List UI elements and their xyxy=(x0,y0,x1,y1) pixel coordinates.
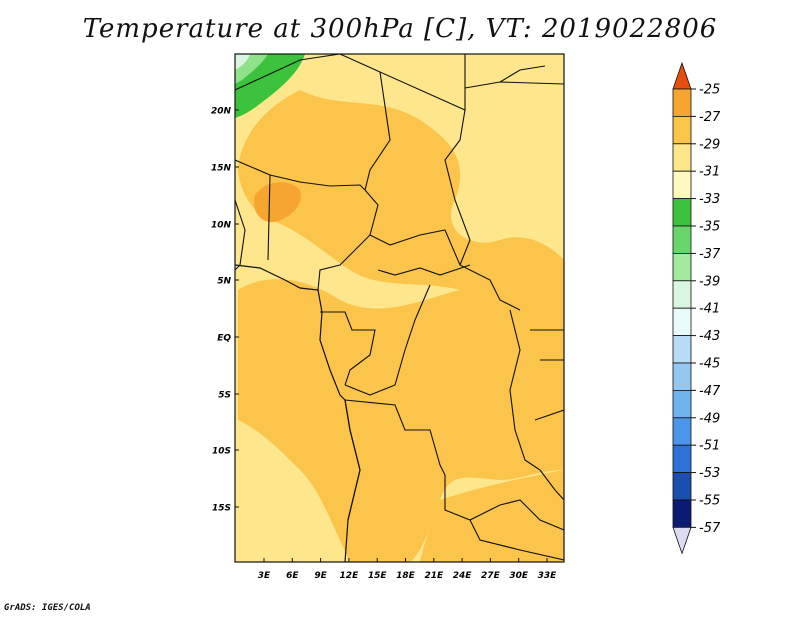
colorbar-label: -33 xyxy=(699,192,720,207)
chart-title: Temperature at 300hPa [C], VT: 201902280… xyxy=(82,14,718,44)
lon-label: 18E xyxy=(396,571,416,581)
colorbar-label: -41 xyxy=(699,302,720,317)
colorbar-label: -29 xyxy=(699,137,720,152)
colorbar-label: -31 xyxy=(699,165,720,180)
colorbar-label: -25 xyxy=(699,83,720,98)
lon-label: 3E xyxy=(258,571,271,581)
colorbar: -25 -27 -29 -31 -33 -35 -37 -39 -41 -43 -45 -47 -49 -… xyxy=(672,61,721,555)
latitude-axis: 20N 15N 10N 5N EQ 5S 10S 15S xyxy=(211,107,239,514)
colorbar-bottom-arrow xyxy=(672,527,692,555)
lon-label: 24E xyxy=(453,571,473,581)
colorbar-swatch xyxy=(672,280,692,309)
colorbar-swatch xyxy=(672,225,692,254)
field-pale xyxy=(235,54,250,70)
field-mid-southeast xyxy=(420,470,564,562)
lon-label: 33E xyxy=(538,571,558,581)
colorbar-label: -49 xyxy=(699,411,720,426)
colorbar-top-arrow xyxy=(672,61,692,90)
colorbar-swatch xyxy=(672,88,692,117)
map-frame xyxy=(234,53,565,563)
colorbar-label: -39 xyxy=(699,274,720,289)
colorbar-swatch xyxy=(672,417,692,446)
colorbar-swatch xyxy=(672,170,692,199)
field-mid-north xyxy=(238,90,564,330)
temperature-field xyxy=(235,54,564,562)
colorbar-label: -57 xyxy=(699,521,721,536)
colorbar-label: -27 xyxy=(699,110,721,125)
colorbar-swatch xyxy=(672,198,692,227)
colorbar-label: -37 xyxy=(699,247,721,262)
lon-label: 30E xyxy=(509,571,529,581)
lat-label: 10N xyxy=(211,221,232,231)
colorbar-swatch xyxy=(672,143,692,172)
colorbar-swatch xyxy=(672,362,692,391)
lon-label: 12E xyxy=(340,571,360,581)
lat-label: 5S xyxy=(218,391,231,401)
colorbar-label: -53 xyxy=(699,466,720,481)
colorbar-swatch xyxy=(672,252,692,282)
lon-label: 15E xyxy=(368,571,388,581)
lat-label: 20N xyxy=(211,107,232,117)
colorbar-swatch xyxy=(672,389,692,419)
colorbar-label: -47 xyxy=(699,384,721,399)
lon-label: 27E xyxy=(481,571,501,581)
longitude-axis: 3E 6E 9E 12E 15E 18E 21E 24E 27E 30E 33E xyxy=(258,558,557,581)
colorbar-swatch xyxy=(672,499,692,528)
colorbar-swatch xyxy=(672,116,692,145)
colorbar-label: -43 xyxy=(699,329,720,344)
lon-label: 9E xyxy=(314,571,327,581)
field-warm-spot xyxy=(253,182,301,223)
lat-label: 15S xyxy=(212,504,231,514)
grads-credit: GrADS: IGES/COLA xyxy=(4,603,91,613)
lat-label: 10S xyxy=(212,447,231,457)
colorbar-label: -55 xyxy=(699,494,720,509)
lon-label: 21E xyxy=(424,571,444,581)
colorbar-swatch xyxy=(672,472,692,501)
colorbar-swatch xyxy=(672,335,692,364)
lat-label: 5N xyxy=(217,277,231,287)
lat-label: 15N xyxy=(211,164,232,174)
colorbar-label: -35 xyxy=(699,220,720,235)
colorbar-label: -45 xyxy=(699,357,720,372)
colorbar-swatch xyxy=(672,444,692,474)
lat-label: EQ xyxy=(217,334,231,344)
colorbar-label: -51 xyxy=(699,439,720,454)
colorbar-swatch xyxy=(672,307,692,337)
coastline xyxy=(235,264,361,562)
lon-label: 6E xyxy=(286,571,299,581)
